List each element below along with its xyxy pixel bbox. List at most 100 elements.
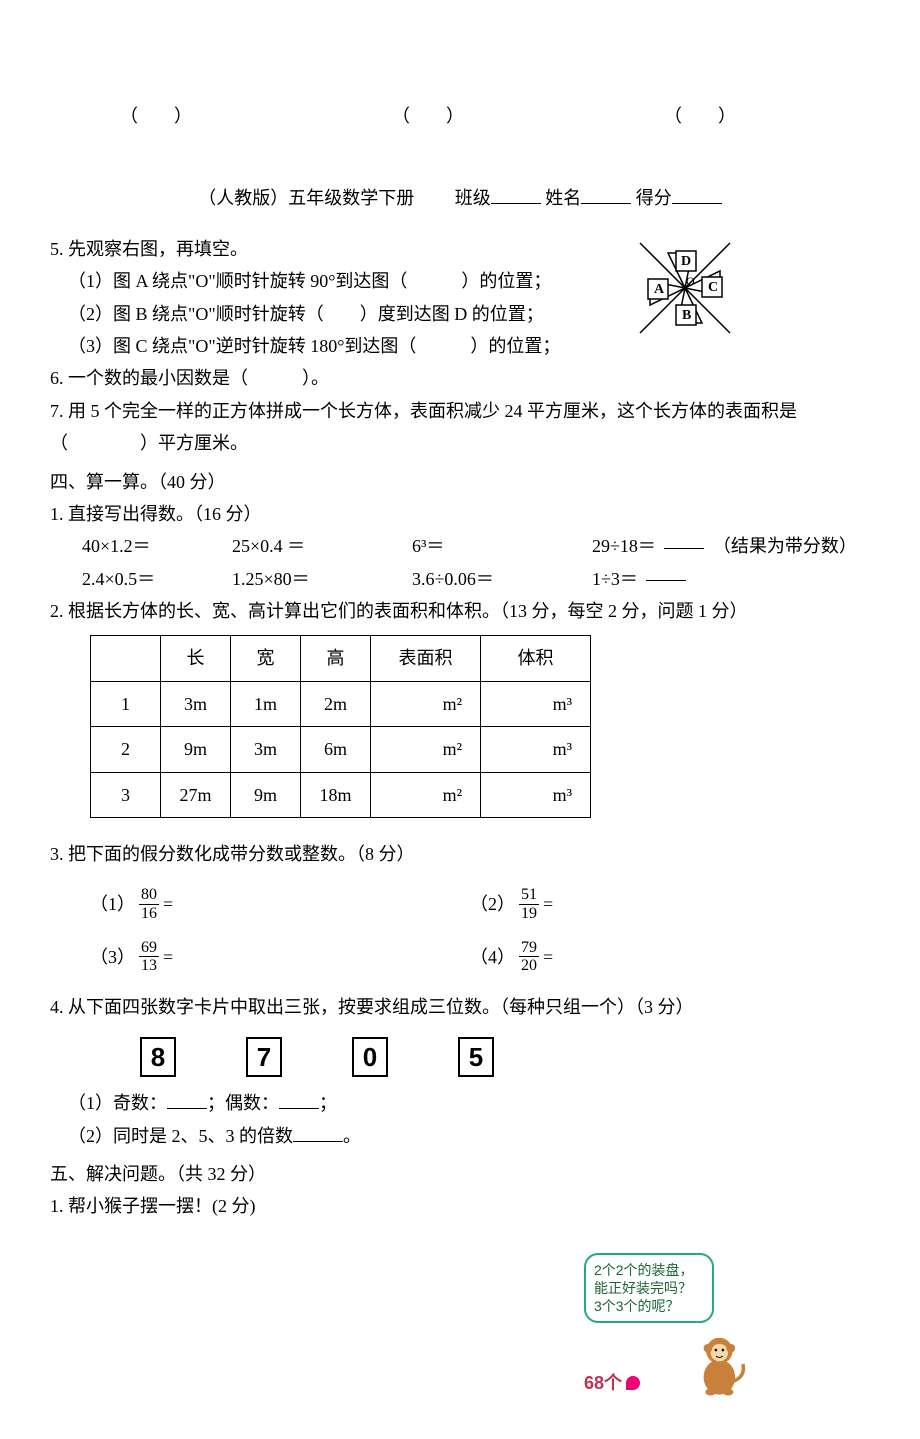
- card-5: 5: [458, 1037, 494, 1077]
- cell[interactable]: m³: [481, 727, 591, 772]
- sec4-p1-title: 1. 直接写出得数。（16 分）: [50, 498, 870, 530]
- denominator: 20: [519, 957, 539, 975]
- card-8: 8: [140, 1037, 176, 1077]
- denominator: 19: [519, 905, 539, 923]
- frac-label: （4）: [470, 941, 515, 973]
- calc-6: 1.25×80＝: [232, 563, 412, 595]
- even-label: ；偶数：: [207, 1093, 279, 1113]
- frac-label: （2）: [470, 888, 515, 920]
- cell: 2m: [301, 681, 371, 726]
- cell: 9m: [231, 772, 301, 817]
- fraction-3: （3） 69 13 =: [90, 939, 470, 975]
- cell: 3m: [231, 727, 301, 772]
- bubble-text: 2个2个的装盘， 能正好装完吗？ 3个3个的呢？: [594, 1262, 694, 1314]
- frac-label: （3）: [90, 941, 135, 973]
- name-blank[interactable]: [581, 186, 631, 204]
- calc-row-1: 40×1.2＝ 25×0.4 ＝ 6³＝ 29÷18＝ （结果为带分数）: [50, 530, 870, 562]
- numerator: 51: [519, 886, 539, 905]
- question-6: 6. 一个数的最小因数是（ ）。: [50, 362, 870, 394]
- fraction-2: （2） 51 19 =: [470, 886, 850, 922]
- equals: =: [163, 941, 173, 973]
- calc-4: 29÷18＝: [592, 536, 656, 556]
- sec4-p4-title: 4. 从下面四张数字卡片中取出三张，按要求组成三位数。（每种只组一个）（3 分）: [50, 991, 870, 1023]
- cell[interactable]: m²: [371, 681, 481, 726]
- question-7: 7. 用 5 个完全一样的正方体拼成一个长方体，表面积减少 24 平方厘米，这个…: [50, 395, 870, 460]
- exam-title: （人教版）五年级数学下册: [198, 188, 414, 208]
- fraction-row-2: （3） 69 13 = （4） 79 20 =: [50, 939, 870, 975]
- cell[interactable]: m²: [371, 772, 481, 817]
- label-A: A: [654, 282, 665, 297]
- top-parentheses-row: （ ） （ ） （ ）: [50, 100, 870, 132]
- th-idx: [91, 636, 161, 681]
- cell: 3: [91, 772, 161, 817]
- odd-blank[interactable]: [167, 1091, 207, 1109]
- cell[interactable]: m³: [481, 772, 591, 817]
- calc-4-wrap: 29÷18＝ （结果为带分数）: [592, 530, 857, 562]
- peach-count: 68个: [584, 1367, 640, 1399]
- paren-2: （ ）: [392, 100, 464, 132]
- cell: 1m: [231, 681, 301, 726]
- th-surface: 表面积: [371, 636, 481, 681]
- dash-icon: [664, 548, 704, 549]
- score-label: 得分: [636, 188, 672, 208]
- count-text: 68个: [584, 1367, 622, 1399]
- question-5: 5. 先观察右图，再填空。 （1）图 A 绕点"O"顺时针旋转 90°到达图（ …: [50, 233, 870, 363]
- card-7: 7: [246, 1037, 282, 1077]
- label-O: O: [686, 274, 695, 288]
- frac-label: （1）: [90, 888, 135, 920]
- exam-header: （人教版）五年级数学下册 班级 姓名 得分: [50, 182, 870, 214]
- equals: =: [543, 888, 553, 920]
- table-header-row: 长 宽 高 表面积 体积: [91, 636, 591, 681]
- speech-bubble: 2个2个的装盘， 能正好装完吗？ 3个3个的呢？: [584, 1253, 714, 1324]
- semi: ；: [319, 1093, 337, 1113]
- denominator: 16: [139, 905, 159, 923]
- q5-title: 5. 先观察右图，再填空。: [50, 233, 870, 265]
- cell[interactable]: m²: [371, 727, 481, 772]
- fraction-4: （4） 79 20 =: [470, 939, 850, 975]
- cell[interactable]: m³: [481, 681, 591, 726]
- monkey-icon: [680, 1329, 750, 1399]
- calc-8-wrap: 1÷3＝: [592, 563, 690, 595]
- name-label: 姓名: [545, 188, 581, 208]
- class-blank[interactable]: [491, 186, 541, 204]
- cell: 1: [91, 681, 161, 726]
- fraction-icon: 69 13: [139, 939, 159, 975]
- calc-2: 25×0.4 ＝: [232, 530, 412, 562]
- label-D: D: [681, 254, 691, 269]
- cell: 3m: [161, 681, 231, 726]
- th-length: 长: [161, 636, 231, 681]
- cell: 27m: [161, 772, 231, 817]
- fraction-icon: 80 16: [139, 886, 159, 922]
- period: 。: [343, 1126, 361, 1146]
- th-volume: 体积: [481, 636, 591, 681]
- fraction-1: （1） 80 16 =: [90, 886, 470, 922]
- multiple-blank[interactable]: [293, 1124, 343, 1142]
- calc-1: 40×1.2＝: [82, 530, 232, 562]
- p4-sub1: （1）奇数： ；偶数： ；: [50, 1087, 870, 1119]
- dash-icon-2: [646, 580, 686, 581]
- sec5-p1: 1. 帮小猴子摆一摆！(2 分): [50, 1190, 870, 1222]
- paren-1: （ ）: [120, 100, 192, 132]
- numerator: 79: [519, 939, 539, 958]
- q5-sub2: （2）图 B 绕点"O"顺时针旋转（ ）度到达图 D 的位置；: [50, 298, 870, 330]
- sec4-p3-title: 3. 把下面的假分数化成带分数或整数。（8 分）: [50, 838, 870, 870]
- calc-7: 3.6÷0.06＝: [412, 563, 592, 595]
- monkey-illustration: 2个2个的装盘， 能正好装完吗？ 3个3个的呢？ 68个: [50, 1253, 870, 1400]
- numerator: 69: [139, 939, 159, 958]
- rotation-figure: A B C D O: [630, 233, 740, 343]
- cell: 2: [91, 727, 161, 772]
- odd-label: （1）奇数：: [68, 1093, 167, 1113]
- denominator: 13: [139, 957, 159, 975]
- number-cards: 8 7 0 5: [50, 1037, 870, 1077]
- table-row: 1 3m 1m 2m m² m³: [91, 681, 591, 726]
- fraction-icon: 79 20: [519, 939, 539, 975]
- section-5-title: 五、解决问题。（共 32 分）: [50, 1158, 870, 1190]
- p4-sub2: （2）同时是 2、5、3 的倍数。: [50, 1120, 870, 1152]
- q5-sub3: （3）图 C 绕点"O"逆时针旋转 180°到达图（ ）的位置；: [50, 330, 870, 362]
- even-blank[interactable]: [279, 1091, 319, 1109]
- fraction-row-1: （1） 80 16 = （2） 51 19 =: [50, 886, 870, 922]
- calc-3: 6³＝: [412, 530, 592, 562]
- label-C: C: [708, 280, 718, 295]
- numerator: 80: [139, 886, 159, 905]
- score-blank[interactable]: [672, 186, 722, 204]
